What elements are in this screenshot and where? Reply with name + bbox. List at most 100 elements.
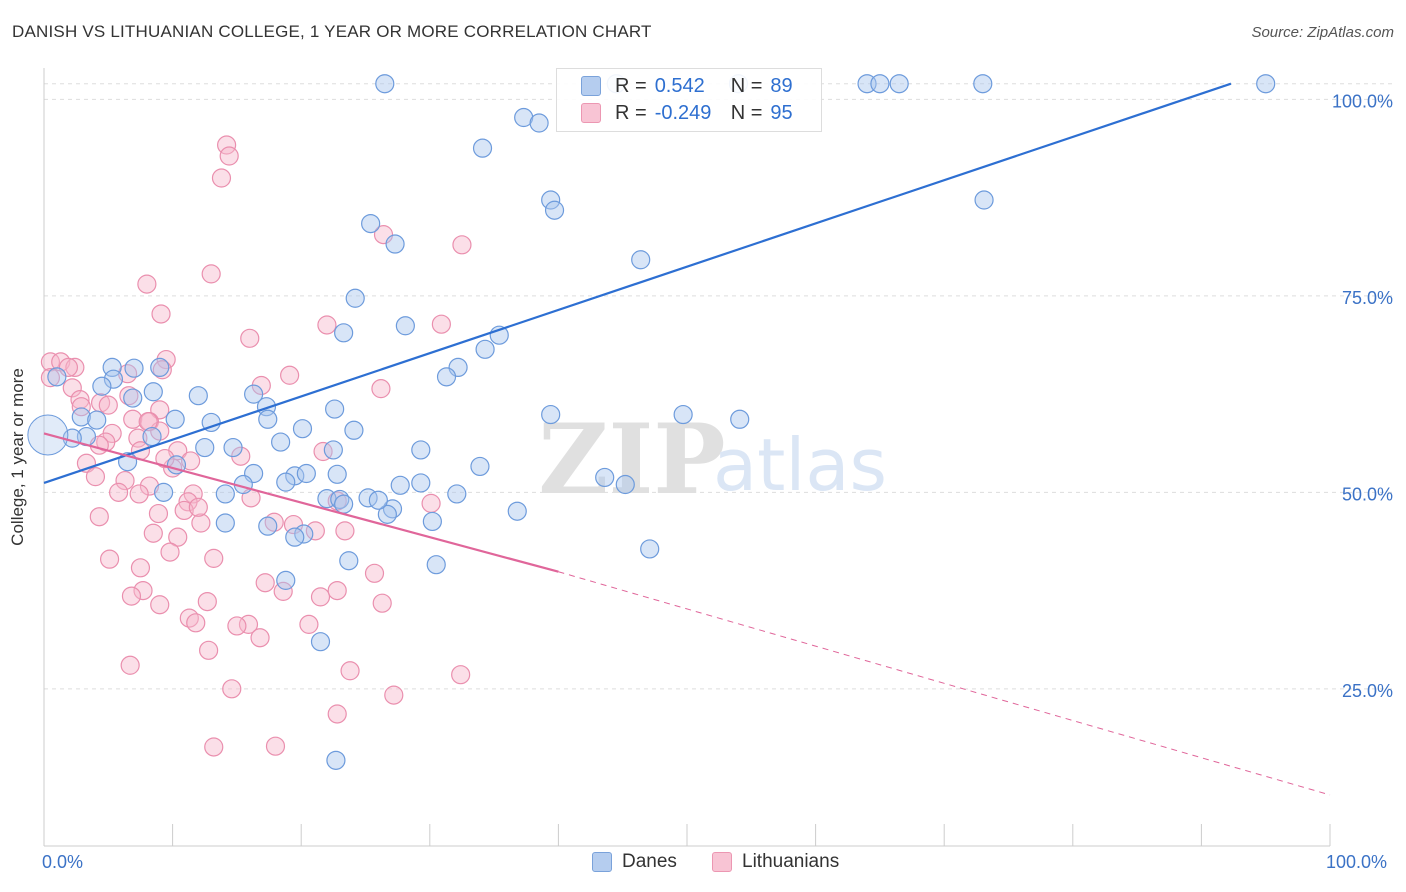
- danes-point: [673, 404, 693, 425]
- lithuanians-point: [155, 448, 175, 469]
- danes-legend-icon: [592, 852, 612, 872]
- lithuanians-point: [137, 274, 157, 294]
- danes-point: [344, 420, 364, 440]
- danes-point: [544, 200, 565, 220]
- lithuanians-point: [201, 264, 221, 284]
- lithuanians-n-value: 95: [770, 101, 793, 124]
- danes-point: [541, 190, 561, 210]
- danes-point: [258, 409, 278, 429]
- lithuanians-point: [421, 493, 441, 513]
- lithuanians-point: [451, 665, 471, 685]
- y-tick-label: 100.0%: [1332, 91, 1393, 111]
- danes-point: [640, 539, 660, 559]
- lithuanians-point: [313, 441, 333, 462]
- lithuanians-swatch-icon: [581, 103, 601, 123]
- danes-point: [292, 419, 313, 439]
- lithuanians-point: [98, 395, 118, 415]
- danes-point: [475, 339, 495, 359]
- lithuanians-point: [335, 521, 355, 541]
- source-label: Source: ZipAtlas.com: [1251, 24, 1394, 41]
- lithuanians-point: [364, 563, 385, 583]
- danes-legend-label: Danes: [622, 851, 677, 872]
- lithuanians-legend-icon: [712, 852, 732, 872]
- danes-point: [411, 473, 431, 493]
- danes-point: [422, 511, 442, 532]
- lithuanians-point: [219, 146, 239, 166]
- lithuanians-point: [372, 593, 392, 613]
- lithuanians-point: [211, 168, 232, 188]
- danes-point: [472, 138, 493, 158]
- lithuanians-trend-extension: [558, 571, 1331, 796]
- danes-point: [470, 456, 490, 477]
- lithuanians-point: [222, 679, 242, 699]
- lithuanians-point: [431, 314, 451, 334]
- stats-legend: R = 0.542 N = 89 R = -0.249 N = 95: [556, 68, 822, 132]
- danes-point: [215, 484, 235, 504]
- lithuanians-point: [340, 661, 360, 681]
- lithuanians-point: [280, 365, 300, 385]
- danes-point: [258, 516, 278, 536]
- n-label: N =: [730, 101, 763, 124]
- danes-point: [285, 527, 305, 547]
- lithuanians-point: [151, 304, 171, 324]
- danes-point: [223, 437, 243, 458]
- lithuanians-point: [188, 497, 208, 517]
- danes-point: [345, 288, 365, 308]
- series-legend: Danes Lithuanians: [0, 851, 1406, 877]
- lithuanians-r-value: -0.249: [654, 101, 712, 124]
- danes-point: [310, 632, 331, 652]
- lithuanians-point: [85, 467, 106, 487]
- lithuanians-point: [384, 685, 404, 705]
- lithuanians-point: [152, 360, 172, 380]
- chart-title: DANISH VS LITHUANIAN COLLEGE, 1 YEAR OR …: [12, 22, 652, 41]
- danes-point: [730, 409, 750, 429]
- danes-point: [870, 74, 890, 94]
- danes-point: [195, 437, 215, 458]
- lithuanians-trend-line: [43, 432, 559, 573]
- danes-point: [325, 399, 345, 419]
- trend-lines: [43, 82, 1331, 796]
- lithuanians-legend-label: Lithuanians: [742, 851, 840, 872]
- lithuanians-point: [255, 573, 275, 593]
- lithuanians-point: [150, 595, 170, 615]
- lithuanians-point: [186, 613, 206, 633]
- danes-point: [375, 74, 395, 94]
- danes-point: [123, 388, 143, 408]
- lithuanians-point: [181, 451, 201, 471]
- lithuanians-point: [115, 470, 135, 491]
- danes-point: [92, 376, 112, 396]
- lithuanians-point: [174, 500, 194, 521]
- danes-point: [339, 551, 359, 571]
- legend-item-lithuanians[interactable]: Lithuanians: [712, 851, 839, 873]
- danes-point: [889, 74, 909, 94]
- lithuanians-point: [327, 704, 347, 724]
- danes-point: [334, 494, 354, 514]
- y-tick-label: 25.0%: [1342, 681, 1393, 701]
- legend-item-danes[interactable]: Danes: [592, 851, 677, 873]
- lithuanians-point: [452, 235, 472, 255]
- danes-point: [595, 467, 615, 488]
- lithuanians-point: [299, 614, 319, 634]
- danes-point: [103, 369, 124, 389]
- legend-row-lithuanians: R = -0.249 N = 95: [581, 100, 793, 126]
- danes-trend-line: [43, 82, 1232, 484]
- lithuanians-point: [139, 476, 160, 496]
- lithuanians-point: [70, 390, 90, 410]
- danes-point: [631, 250, 651, 270]
- danes-point: [188, 386, 208, 406]
- gridlines: [44, 83, 1392, 690]
- danes-point: [377, 504, 397, 524]
- danes-point: [436, 367, 457, 387]
- danes-point: [215, 513, 235, 533]
- lithuanians-point: [310, 587, 331, 607]
- lithuanians-points: [40, 135, 472, 757]
- danes-point: [201, 412, 221, 433]
- lithuanians-point: [250, 628, 270, 648]
- danes-point: [426, 555, 446, 575]
- danes-point: [447, 484, 467, 504]
- danes-point: [47, 367, 67, 387]
- danes-n-value: 89: [770, 74, 793, 97]
- lithuanians-point: [327, 580, 347, 601]
- danes-point: [124, 358, 144, 378]
